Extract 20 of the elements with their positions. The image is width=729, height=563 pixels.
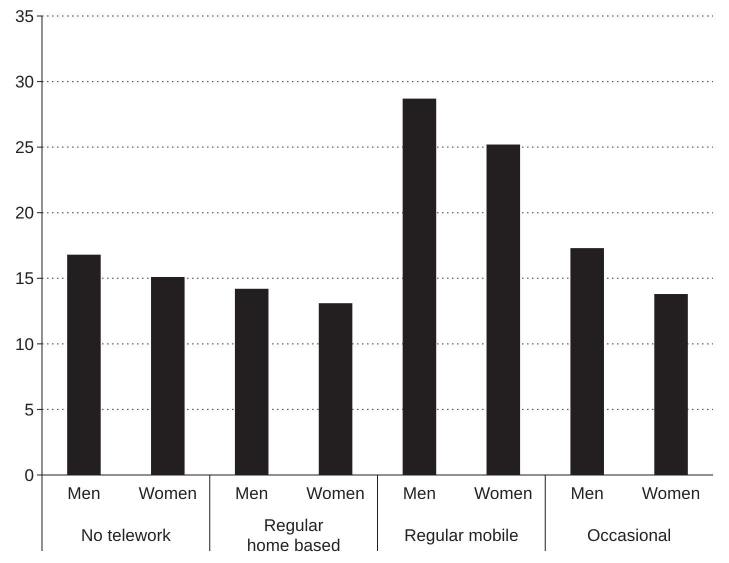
y-tick-label: 10 [15, 334, 34, 354]
y-tick-label: 0 [24, 466, 34, 485]
text: Regular home based [246, 516, 340, 555]
y-tick-label: 20 [15, 204, 34, 223]
y-tick-label: 35 [15, 6, 34, 26]
x-tick-label: Women [138, 484, 197, 503]
y-tick-label: 30 [15, 72, 34, 92]
x-tick-label: Men [67, 484, 100, 503]
y-tick-label: 5 [24, 400, 34, 420]
x-tick-label: Women [474, 484, 532, 503]
x-tick-label: Men [402, 484, 436, 503]
x-tick-label: Women [642, 484, 700, 503]
y-tick-label: 25 [15, 138, 34, 158]
x-tick-label: Men [235, 484, 268, 503]
text: Occasional [587, 526, 672, 545]
y-tick-label: 15 [15, 269, 34, 288]
text: Regular mobile [404, 526, 519, 545]
x-tick-label: Women [306, 484, 365, 503]
x-tick-label: Men [570, 484, 604, 503]
text: No telework [80, 526, 172, 545]
